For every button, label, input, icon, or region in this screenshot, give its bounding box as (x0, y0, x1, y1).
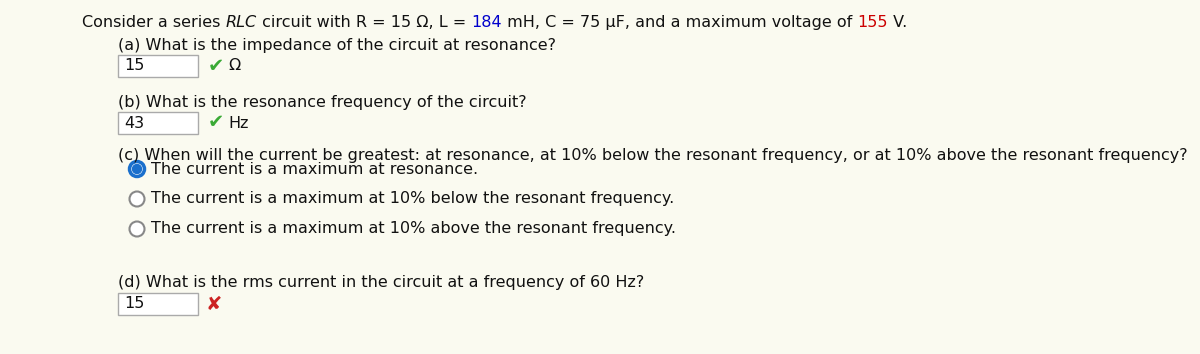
Text: mH, C = 75 μF, and a maximum voltage of: mH, C = 75 μF, and a maximum voltage of (502, 15, 857, 30)
Text: Consider a series: Consider a series (82, 15, 226, 30)
Text: RLC: RLC (226, 15, 257, 30)
Text: (b) What is the resonance frequency of the circuit?: (b) What is the resonance frequency of t… (118, 95, 527, 110)
Text: V.: V. (888, 15, 907, 30)
Circle shape (130, 192, 144, 206)
Text: ✔: ✔ (208, 114, 224, 132)
FancyBboxPatch shape (118, 293, 198, 315)
Text: Ω: Ω (228, 58, 240, 74)
Circle shape (132, 165, 142, 173)
Text: ✘: ✘ (206, 295, 222, 314)
Text: ✔: ✔ (208, 57, 224, 75)
Text: The current is a maximum at 10% above the resonant frequency.: The current is a maximum at 10% above th… (151, 222, 676, 236)
FancyBboxPatch shape (118, 55, 198, 77)
Text: Hz: Hz (228, 115, 248, 131)
Text: 43: 43 (124, 115, 144, 131)
Circle shape (130, 222, 144, 236)
Text: The current is a maximum at 10% below the resonant frequency.: The current is a maximum at 10% below th… (151, 192, 674, 206)
Text: (d) What is the rms current in the circuit at a frequency of 60 Hz?: (d) What is the rms current in the circu… (118, 275, 644, 290)
Text: circuit with R = 15 Ω, L =: circuit with R = 15 Ω, L = (257, 15, 470, 30)
Text: 15: 15 (124, 58, 144, 74)
Text: (a) What is the impedance of the circuit at resonance?: (a) What is the impedance of the circuit… (118, 38, 556, 53)
Text: 15: 15 (124, 297, 144, 312)
Text: The current is a maximum at resonance.: The current is a maximum at resonance. (151, 161, 478, 177)
Text: (c) When will the current be greatest: at resonance, at 10% below the resonant f: (c) When will the current be greatest: a… (118, 148, 1188, 163)
FancyBboxPatch shape (118, 112, 198, 134)
Circle shape (130, 161, 144, 177)
Text: 184: 184 (470, 15, 502, 30)
Text: 155: 155 (857, 15, 888, 30)
